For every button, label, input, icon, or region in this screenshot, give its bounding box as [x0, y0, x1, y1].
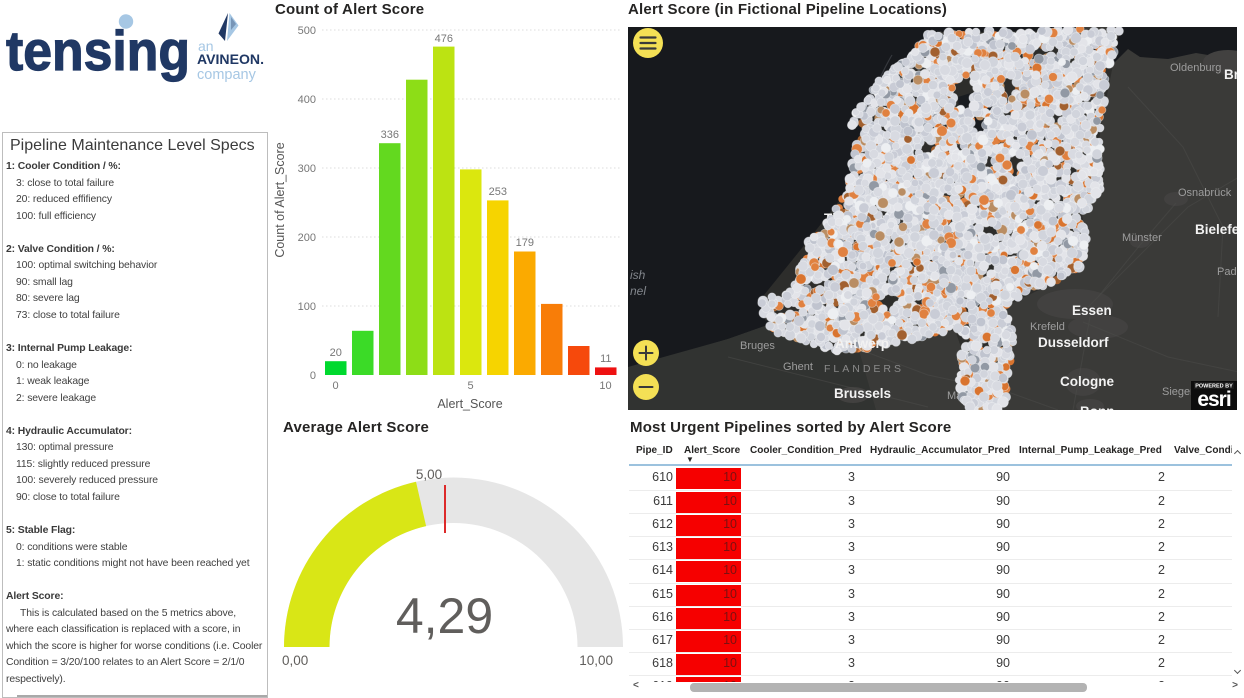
- svg-text:ish: ish: [630, 268, 646, 282]
- svg-text:FLANDERS: FLANDERS: [824, 363, 904, 375]
- svg-text:Bre: Bre: [1224, 67, 1237, 82]
- svg-text:179: 179: [516, 237, 534, 249]
- svg-text:Ghent: Ghent: [783, 361, 813, 373]
- svg-text:476: 476: [435, 33, 453, 45]
- svg-text:company: company: [197, 67, 257, 83]
- svg-text:0: 0: [332, 380, 338, 392]
- svg-text:an: an: [198, 38, 214, 54]
- svg-text:Cologne: Cologne: [1060, 374, 1114, 389]
- svg-text:5: 5: [467, 380, 473, 392]
- svg-text:Pade: Pade: [1217, 266, 1237, 278]
- svg-text:300: 300: [298, 163, 316, 175]
- svg-text:tensing: tensing: [6, 19, 190, 82]
- svg-text:Brussels: Brussels: [834, 386, 891, 401]
- svg-text:Count of Alert_Score: Count of Alert_Score: [273, 142, 287, 257]
- svg-text:0: 0: [310, 370, 316, 382]
- svg-text:Bruges: Bruges: [740, 340, 775, 352]
- svg-text:AVINEON.: AVINEON.: [197, 52, 264, 67]
- svg-text:5,00: 5,00: [416, 467, 442, 482]
- svg-text:POWERED BY: POWERED BY: [1195, 384, 1233, 390]
- svg-text:Münster: Münster: [1122, 232, 1162, 244]
- svg-text:200: 200: [298, 232, 316, 244]
- svg-text:Essen: Essen: [1072, 303, 1112, 318]
- svg-text:Bielefeld: Bielefeld: [1195, 222, 1237, 237]
- svg-text:Dusseldorf: Dusseldorf: [1038, 335, 1109, 350]
- svg-text:100: 100: [298, 301, 316, 313]
- svg-text:400: 400: [298, 94, 316, 106]
- svg-text:10: 10: [599, 380, 611, 392]
- svg-text:Antwerp: Antwerp: [835, 336, 889, 351]
- svg-text:20: 20: [330, 347, 342, 359]
- svg-text:esri: esri: [1197, 388, 1231, 410]
- svg-text:Bonn: Bonn: [1080, 404, 1115, 410]
- svg-text:Oldenburg: Oldenburg: [1170, 62, 1221, 74]
- svg-text:nel: nel: [630, 284, 646, 298]
- svg-text:Osnabrück: Osnabrück: [1178, 187, 1232, 199]
- svg-text:10,00: 10,00: [579, 653, 613, 668]
- svg-text:500: 500: [298, 25, 316, 37]
- svg-text:Alert_Score: Alert_Score: [437, 397, 502, 411]
- svg-text:0,00: 0,00: [282, 653, 308, 668]
- svg-text:4,29: 4,29: [396, 588, 493, 644]
- svg-text:11: 11: [600, 353, 611, 365]
- svg-text:Siegen: Siegen: [1162, 386, 1196, 398]
- svg-text:Krefeld: Krefeld: [1030, 321, 1065, 333]
- svg-text:253: 253: [489, 186, 507, 198]
- svg-text:336: 336: [381, 129, 399, 141]
